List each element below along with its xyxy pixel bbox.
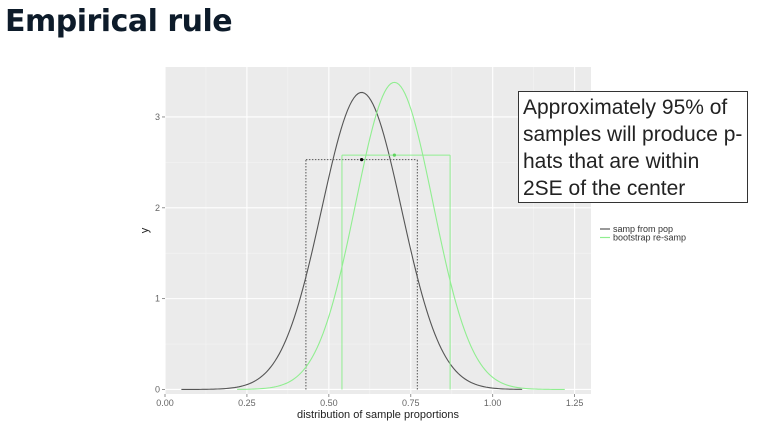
y-tick-label: 0 (155, 384, 160, 394)
y-tick-label: 2 (155, 203, 160, 213)
density-curve (237, 81, 565, 390)
series-bootstrap-re-samp (237, 81, 565, 390)
y-tick-label: 3 (155, 112, 160, 122)
legend-item-label: samp from pop (613, 224, 673, 234)
x-tick-label: 0.50 (320, 398, 338, 408)
x-tick-label: 0.25 (238, 398, 256, 408)
series-layer (181, 81, 565, 390)
series-samp-from-pop (181, 91, 523, 390)
density-curve (181, 91, 523, 390)
page-title: Empirical rule (5, 4, 233, 39)
legend-item-label: bootstrap re-samp (613, 233, 686, 243)
axis-ticks: 0.00 0.25 0.50 0.75 1.00 1.25 0 1 2 3 (155, 112, 583, 408)
x-tick-label: 0.75 (402, 398, 420, 408)
x-axis-label: distribution of sample proportions (297, 409, 460, 421)
y-tick-label: 1 (155, 294, 160, 304)
center-point (360, 158, 364, 162)
annotation-callout: Approximately 95% of samples will produc… (518, 91, 748, 203)
center-point (392, 153, 396, 157)
x-tick-label: 0.00 (156, 398, 174, 408)
x-tick-label: 1.00 (484, 398, 502, 408)
y-axis-label: y (139, 227, 151, 233)
x-tick-label: 1.25 (566, 398, 584, 408)
